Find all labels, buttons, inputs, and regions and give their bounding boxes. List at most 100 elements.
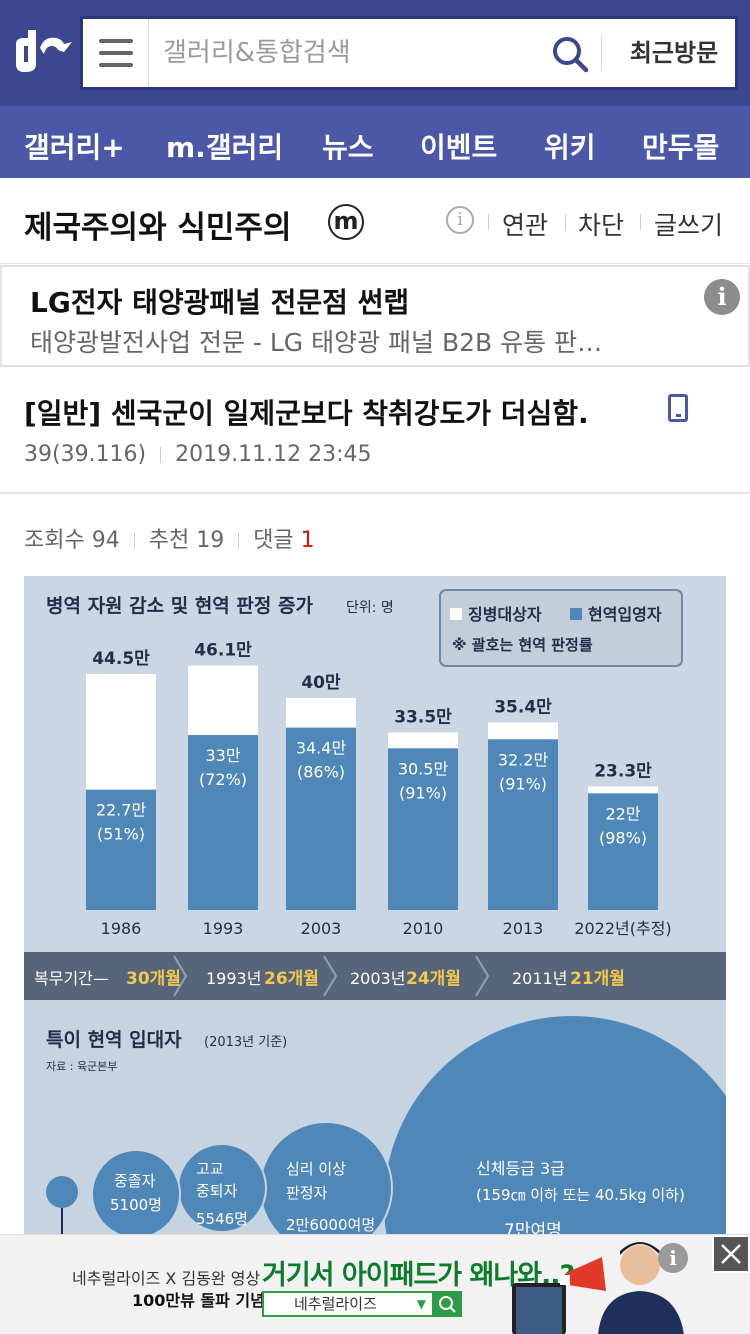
post-meta: 39(39.116) 2019.11.12 23:45	[24, 442, 372, 467]
recent-visits-button[interactable]: 최근방문	[629, 39, 719, 67]
write-button[interactable]: 글쓰기	[654, 211, 724, 240]
year-label: 2022년(추정)	[574, 919, 671, 938]
ad-info-icon[interactable]: i	[658, 1243, 688, 1273]
menu-bar-icon	[98, 63, 133, 67]
chevron-right-icon	[323, 955, 338, 997]
view-count: 조회수 94	[24, 528, 120, 553]
bar-active	[388, 748, 458, 910]
bottom-banner-ad[interactable]: 네추럴라이즈 X 김동완 영상 100만뷰 돌파 기념 거기서 아이패드가 왜나…	[0, 1234, 750, 1334]
ad-title[interactable]: LG전자 태양광패널 전문점 썬랩	[30, 286, 410, 319]
ratio-label: (72%)	[199, 770, 247, 789]
infographic-svg: 병역 자원 감소 및 현역 판정 증가 단위: 명 징병대상자 현역입영자 ※ …	[24, 589, 726, 1236]
mobile-post-icon	[668, 394, 688, 422]
related-button[interactable]: 연관	[502, 211, 549, 240]
ratio-label: (98%)	[599, 828, 647, 847]
recommend-count: 추천 19	[148, 528, 225, 553]
divider	[601, 35, 602, 71]
legend-label: 징병대상자	[468, 605, 542, 624]
post-title: [일반] 센국군이 일제군보다 착취강도가 더심함.	[24, 397, 589, 430]
total-label: 44.5만	[92, 649, 150, 669]
search-input[interactable]	[163, 33, 543, 73]
ad-line: 100만뷰 돌파 기념	[132, 1291, 265, 1310]
bubble-label: 판정자	[286, 1184, 328, 1202]
year-label: 2010	[403, 919, 444, 938]
nav-item-gallery-plus[interactable]: 갤러리+	[24, 131, 125, 164]
bubble-sub: (159㎝ 이하 또는 40.5kg 이하)	[476, 1186, 685, 1204]
bubble-label: 중퇴자	[196, 1182, 238, 1200]
post-image[interactable]: 병역 자원 감소 및 현역 판정 증가 단위: 명 징병대상자 현역입영자 ※ …	[24, 576, 726, 1236]
gallery-title[interactable]: 제국주의와 식민주의	[24, 210, 292, 246]
service-year: 2011년	[512, 969, 567, 988]
ad-description[interactable]: 태양광발전사업 전문 - LG 태양광 패널 B2B 유통 판…	[30, 328, 603, 357]
bubble-physical	[384, 1016, 726, 1236]
bubble-value: 5100명	[110, 1196, 162, 1214]
bubble-title: 특이 현역 입대자	[46, 1029, 182, 1051]
divider	[238, 533, 240, 549]
divider	[640, 214, 641, 230]
active-label: 22.7만	[96, 801, 147, 820]
minor-gallery-badge: m	[328, 204, 364, 240]
service-months: 24개월	[406, 969, 461, 989]
service-year: 1993년	[206, 969, 261, 988]
service-prefix: 복무기간—	[34, 969, 109, 988]
ad-info-icon[interactable]: i	[704, 279, 740, 315]
chevron-right-icon	[173, 955, 188, 997]
gallery-title-bar: 제국주의와 식민주의 m i 연관 차단 글쓰기	[0, 178, 750, 264]
legend-note: ※ 괄호는 현역 판정률	[452, 636, 593, 654]
close-icon	[721, 1244, 741, 1264]
comment-label[interactable]: 댓글	[253, 528, 294, 553]
source-note: 자료 : 육군본부	[46, 1060, 117, 1073]
bubble-value: 2만6000여명	[286, 1216, 375, 1234]
active-label: 34.4만	[296, 739, 347, 758]
bar-active	[286, 727, 356, 910]
year-label: 1986	[101, 919, 142, 938]
bubble-subtitle: (2013년 기준)	[204, 1035, 287, 1050]
nav-item-wiki[interactable]: 위키	[544, 131, 596, 164]
menu-bar-icon	[98, 51, 133, 55]
divider	[160, 447, 162, 463]
nav-item-m-gallery[interactable]: m.갤러리	[166, 131, 284, 164]
nav-item-news[interactable]: 뉴스	[322, 131, 374, 164]
nav-item-mandumall[interactable]: 만두몰	[642, 131, 720, 164]
service-months: 21개월	[570, 969, 625, 989]
menu-button[interactable]	[83, 19, 149, 87]
total-label: 23.3만	[594, 762, 652, 782]
service-year: 2003년	[350, 969, 405, 988]
ad-search-button[interactable]	[434, 1291, 462, 1317]
bar-total	[86, 674, 156, 790]
bubble-label: 신체등급 3급	[476, 1159, 565, 1178]
block-button[interactable]: 차단	[578, 211, 625, 240]
ad-select-value: 네추럴라이즈	[294, 1295, 377, 1313]
text-ad-banner[interactable]: LG전자 태양광패널 전문점 썬랩 태양광발전사업 전문 - LG 태양광 패널…	[0, 265, 750, 367]
active-label: 30.5만	[398, 759, 449, 778]
bar-total	[188, 665, 258, 736]
bubble-value: 7만여명	[504, 1221, 562, 1236]
person-image	[598, 1242, 684, 1334]
total-label: 33.5만	[394, 707, 452, 727]
legend-box	[439, 589, 683, 667]
chart-title: 병역 자원 감소 및 현역 판정 증가	[46, 595, 313, 617]
menu-bar-icon	[98, 39, 133, 43]
caret-down-icon: ▼	[416, 1297, 426, 1311]
total-label: 40만	[301, 673, 341, 693]
bar-active	[488, 739, 558, 910]
year-label: 2013	[503, 919, 544, 938]
comment-count[interactable]: 1	[300, 528, 315, 553]
bubble-label: 중졸자	[114, 1172, 156, 1190]
dc-logo-icon[interactable]	[10, 26, 74, 78]
ratio-label: (51%)	[97, 825, 145, 844]
info-icon[interactable]: i	[446, 206, 474, 234]
divider	[565, 214, 566, 230]
app-header: 최근방문	[0, 0, 750, 106]
year-label: 2003	[301, 919, 342, 938]
close-ad-button[interactable]	[712, 1235, 750, 1273]
search-icon	[439, 1296, 456, 1313]
nav-item-event[interactable]: 이벤트	[420, 131, 498, 164]
bubble-value: 5546명	[196, 1210, 248, 1228]
post-author[interactable]: 39(39.116)	[24, 442, 147, 467]
search-icon[interactable]	[551, 35, 589, 73]
ratio-label: (91%)	[399, 783, 447, 802]
divider	[133, 533, 135, 549]
ad-search-select[interactable]: 네추럴라이즈 ▼	[262, 1291, 434, 1317]
bar-total	[588, 786, 658, 794]
